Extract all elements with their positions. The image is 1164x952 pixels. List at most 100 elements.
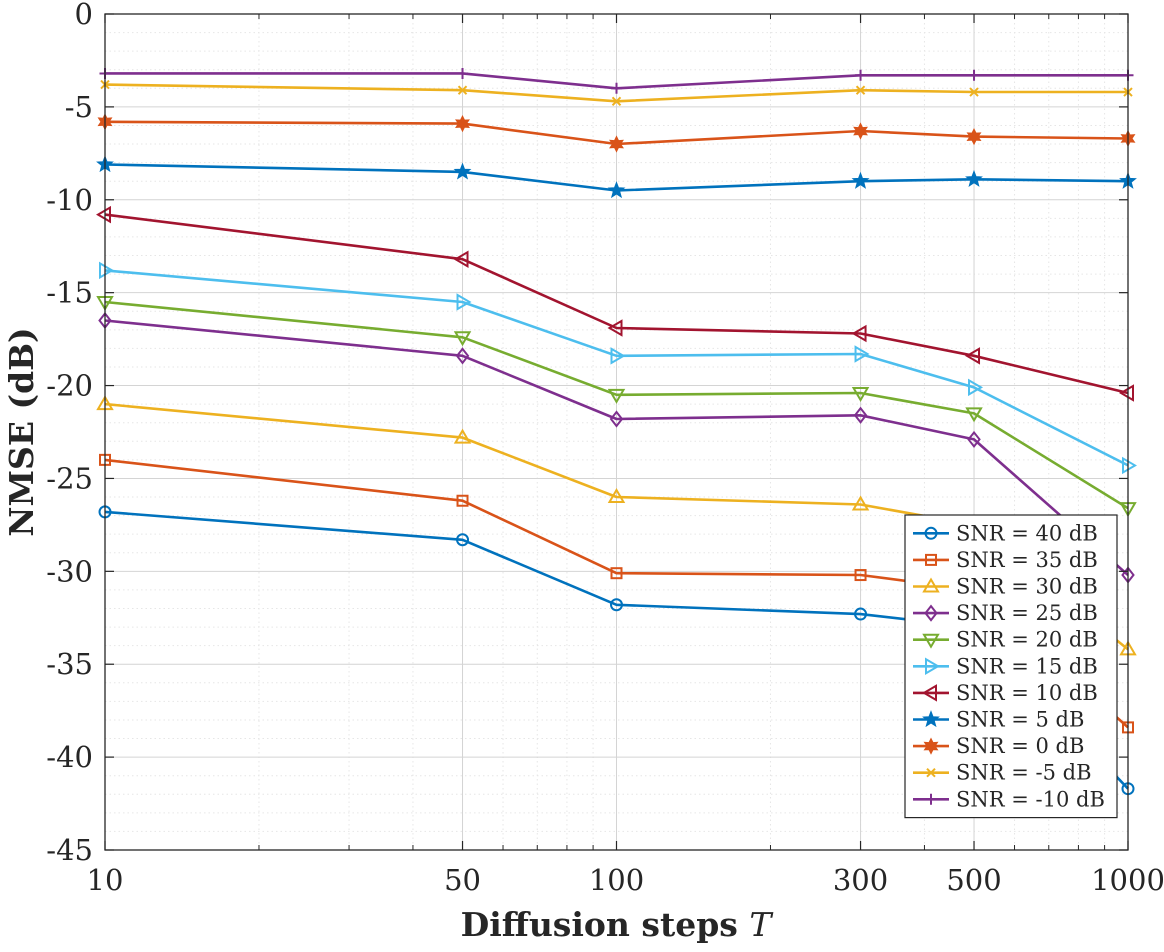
series-marker bbox=[611, 82, 622, 94]
series-marker bbox=[924, 526, 938, 540]
x-axis-label-main: Diffusion steps bbox=[461, 905, 738, 944]
series-marker bbox=[456, 293, 472, 311]
legend-entry: SNR = -5 dB bbox=[913, 761, 1092, 785]
series-marker bbox=[965, 347, 981, 365]
series-marker bbox=[966, 127, 982, 146]
legend-entry: SNR = -10 dB bbox=[913, 787, 1105, 811]
legend-label: SNR = 15 dB bbox=[956, 654, 1098, 678]
series-marker bbox=[456, 494, 469, 507]
series-marker bbox=[851, 324, 867, 343]
legend-label: SNR = 20 dB bbox=[956, 628, 1098, 652]
series-marker bbox=[922, 577, 940, 593]
series-marker bbox=[922, 684, 937, 702]
legend-entry: SNR = 0 dB bbox=[913, 734, 1084, 758]
series-marker bbox=[607, 319, 623, 337]
x-tick-label: 500 bbox=[946, 863, 1001, 897]
y-tick-label: -20 bbox=[46, 369, 93, 403]
legend-entry: SNR = 30 dB bbox=[913, 575, 1098, 599]
legend-entry: SNR = 40 dB bbox=[913, 521, 1098, 545]
series-marker bbox=[611, 96, 622, 107]
legend-label: SNR = 30 dB bbox=[956, 575, 1098, 599]
legend-label: SNR = 25 dB bbox=[956, 601, 1098, 625]
series-marker bbox=[453, 428, 472, 444]
x-tick-label: 50 bbox=[444, 863, 481, 897]
series-marker bbox=[453, 250, 469, 268]
legend-entry: SNR = 15 dB bbox=[913, 654, 1098, 678]
series-marker bbox=[854, 345, 870, 363]
series-marker bbox=[925, 657, 940, 676]
legend-label: SNR = 35 dB bbox=[956, 548, 1098, 572]
y-tick-label: -5 bbox=[65, 90, 93, 124]
series-marker bbox=[969, 87, 979, 97]
series-marker bbox=[610, 567, 623, 580]
axis-labels: NMSE (dB) Diffusion steps T bbox=[2, 327, 774, 944]
series-line bbox=[104, 213, 1129, 395]
series-marker bbox=[455, 347, 470, 365]
series-marker bbox=[851, 171, 870, 189]
series-marker bbox=[607, 388, 626, 404]
series-marker bbox=[610, 347, 626, 365]
series-marker bbox=[457, 67, 469, 79]
x-tick-label: 1000 bbox=[1091, 863, 1164, 897]
series-marker bbox=[457, 85, 468, 95]
series-marker bbox=[922, 710, 940, 728]
series-marker bbox=[851, 386, 870, 402]
series-line bbox=[104, 269, 1129, 467]
series-line bbox=[104, 163, 1129, 192]
legend-entry: SNR = 35 dB bbox=[913, 548, 1098, 572]
series-marker bbox=[607, 488, 626, 504]
series-line bbox=[104, 300, 1129, 510]
series-marker bbox=[610, 598, 623, 612]
y-tick-label: -25 bbox=[46, 461, 93, 495]
y-tick-label: 0 bbox=[75, 0, 93, 31]
series-snr-10-db bbox=[96, 205, 1134, 402]
y-tick-label: -15 bbox=[46, 276, 93, 310]
y-tick-label: -40 bbox=[46, 740, 93, 774]
series-marker bbox=[854, 607, 868, 621]
series-line bbox=[104, 83, 1128, 103]
x-tick-label: 100 bbox=[589, 863, 644, 897]
series-snr-15-db bbox=[99, 261, 1137, 475]
series-marker bbox=[1122, 456, 1137, 475]
y-tick-label: -30 bbox=[46, 554, 93, 588]
legend-label: SNR = -5 dB bbox=[956, 761, 1092, 785]
series-marker bbox=[1119, 384, 1134, 402]
series-snr-5-db bbox=[100, 79, 1133, 107]
y-tick-label: -35 bbox=[46, 647, 93, 681]
series-marker bbox=[609, 410, 624, 428]
series-marker bbox=[965, 407, 983, 423]
series-marker bbox=[853, 406, 868, 424]
series-marker bbox=[453, 331, 472, 347]
y-tick-label: -45 bbox=[46, 833, 93, 867]
series-marker bbox=[922, 633, 940, 649]
series-marker bbox=[455, 114, 470, 133]
legend-label: SNR = 10 dB bbox=[956, 681, 1098, 705]
legend-entry: SNR = 10 dB bbox=[913, 681, 1098, 705]
series-marker bbox=[967, 430, 981, 449]
series-marker bbox=[926, 767, 936, 778]
series-marker bbox=[99, 261, 114, 280]
series-marker bbox=[607, 181, 626, 199]
legend-label: SNR = -10 dB bbox=[956, 787, 1105, 811]
series-marker bbox=[456, 533, 470, 547]
x-tick-label: 10 bbox=[87, 863, 124, 897]
series-marker bbox=[851, 495, 870, 511]
series-marker bbox=[609, 135, 624, 153]
series-marker bbox=[855, 69, 867, 81]
series-marker bbox=[853, 122, 868, 140]
series-line bbox=[104, 120, 1129, 146]
series-line bbox=[105, 72, 1128, 90]
series-line bbox=[104, 319, 1129, 576]
series-marker bbox=[968, 69, 980, 81]
series-marker bbox=[96, 205, 111, 224]
series-marker bbox=[925, 793, 937, 805]
x-axis-label: Diffusion steps T bbox=[461, 905, 775, 944]
y-tick-label: -10 bbox=[46, 183, 93, 217]
x-tick-label: 300 bbox=[833, 863, 888, 897]
legend-label: SNR = 5 dB bbox=[956, 708, 1084, 732]
series-marker bbox=[965, 169, 983, 187]
